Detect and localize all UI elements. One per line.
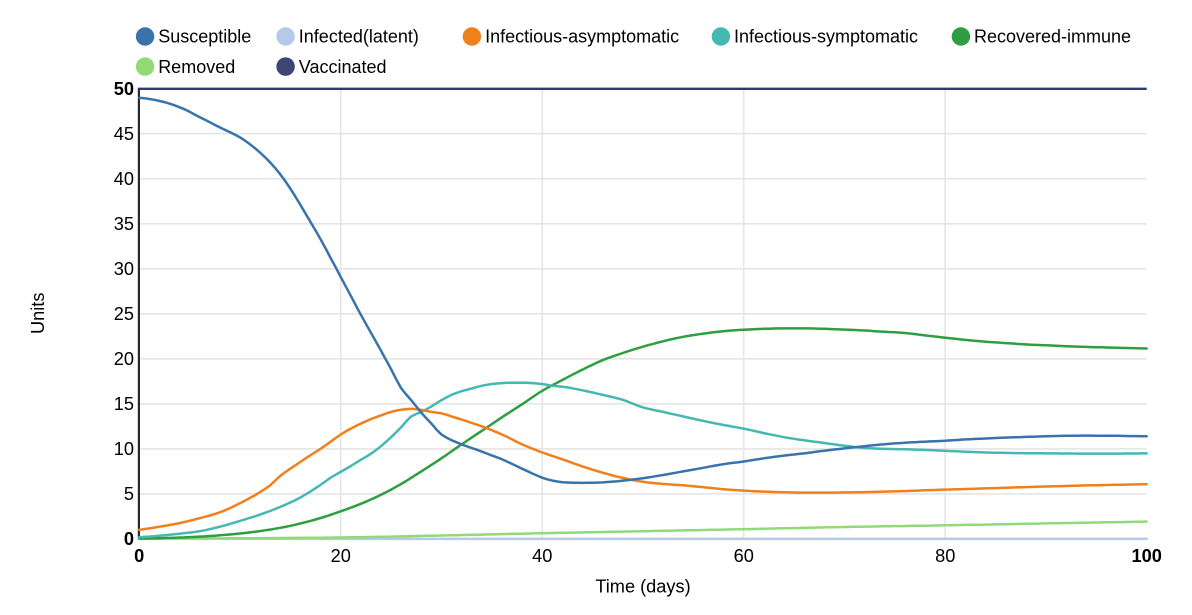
svg-text:20: 20 <box>331 546 351 566</box>
svg-text:30: 30 <box>114 259 134 279</box>
svg-text:25: 25 <box>114 304 134 324</box>
svg-text:10: 10 <box>114 439 134 459</box>
svg-text:Time (days): Time (days) <box>595 577 690 597</box>
svg-text:Recovered-immune: Recovered-immune <box>974 27 1131 47</box>
svg-text:Vaccinated: Vaccinated <box>299 57 387 77</box>
svg-text:Infected(latent): Infected(latent) <box>299 27 419 47</box>
svg-text:45: 45 <box>114 124 134 144</box>
svg-text:60: 60 <box>734 546 754 566</box>
svg-text:40: 40 <box>114 169 134 189</box>
svg-text:5: 5 <box>124 484 134 504</box>
svg-text:Susceptible: Susceptible <box>158 27 251 47</box>
svg-text:0: 0 <box>134 546 144 566</box>
svg-text:40: 40 <box>532 546 552 566</box>
svg-text:35: 35 <box>114 214 134 234</box>
svg-text:50: 50 <box>114 79 134 99</box>
svg-text:20: 20 <box>114 349 134 369</box>
svg-text:Removed: Removed <box>158 57 235 77</box>
svg-text:100: 100 <box>1132 546 1162 566</box>
svg-text:80: 80 <box>935 546 955 566</box>
svg-text:0: 0 <box>124 529 134 549</box>
svg-text:Infectious-asymptomatic: Infectious-asymptomatic <box>485 27 679 47</box>
svg-text:Infectious-symptomatic: Infectious-symptomatic <box>734 27 918 47</box>
svg-text:Units: Units <box>28 293 48 334</box>
svg-text:15: 15 <box>114 394 134 414</box>
